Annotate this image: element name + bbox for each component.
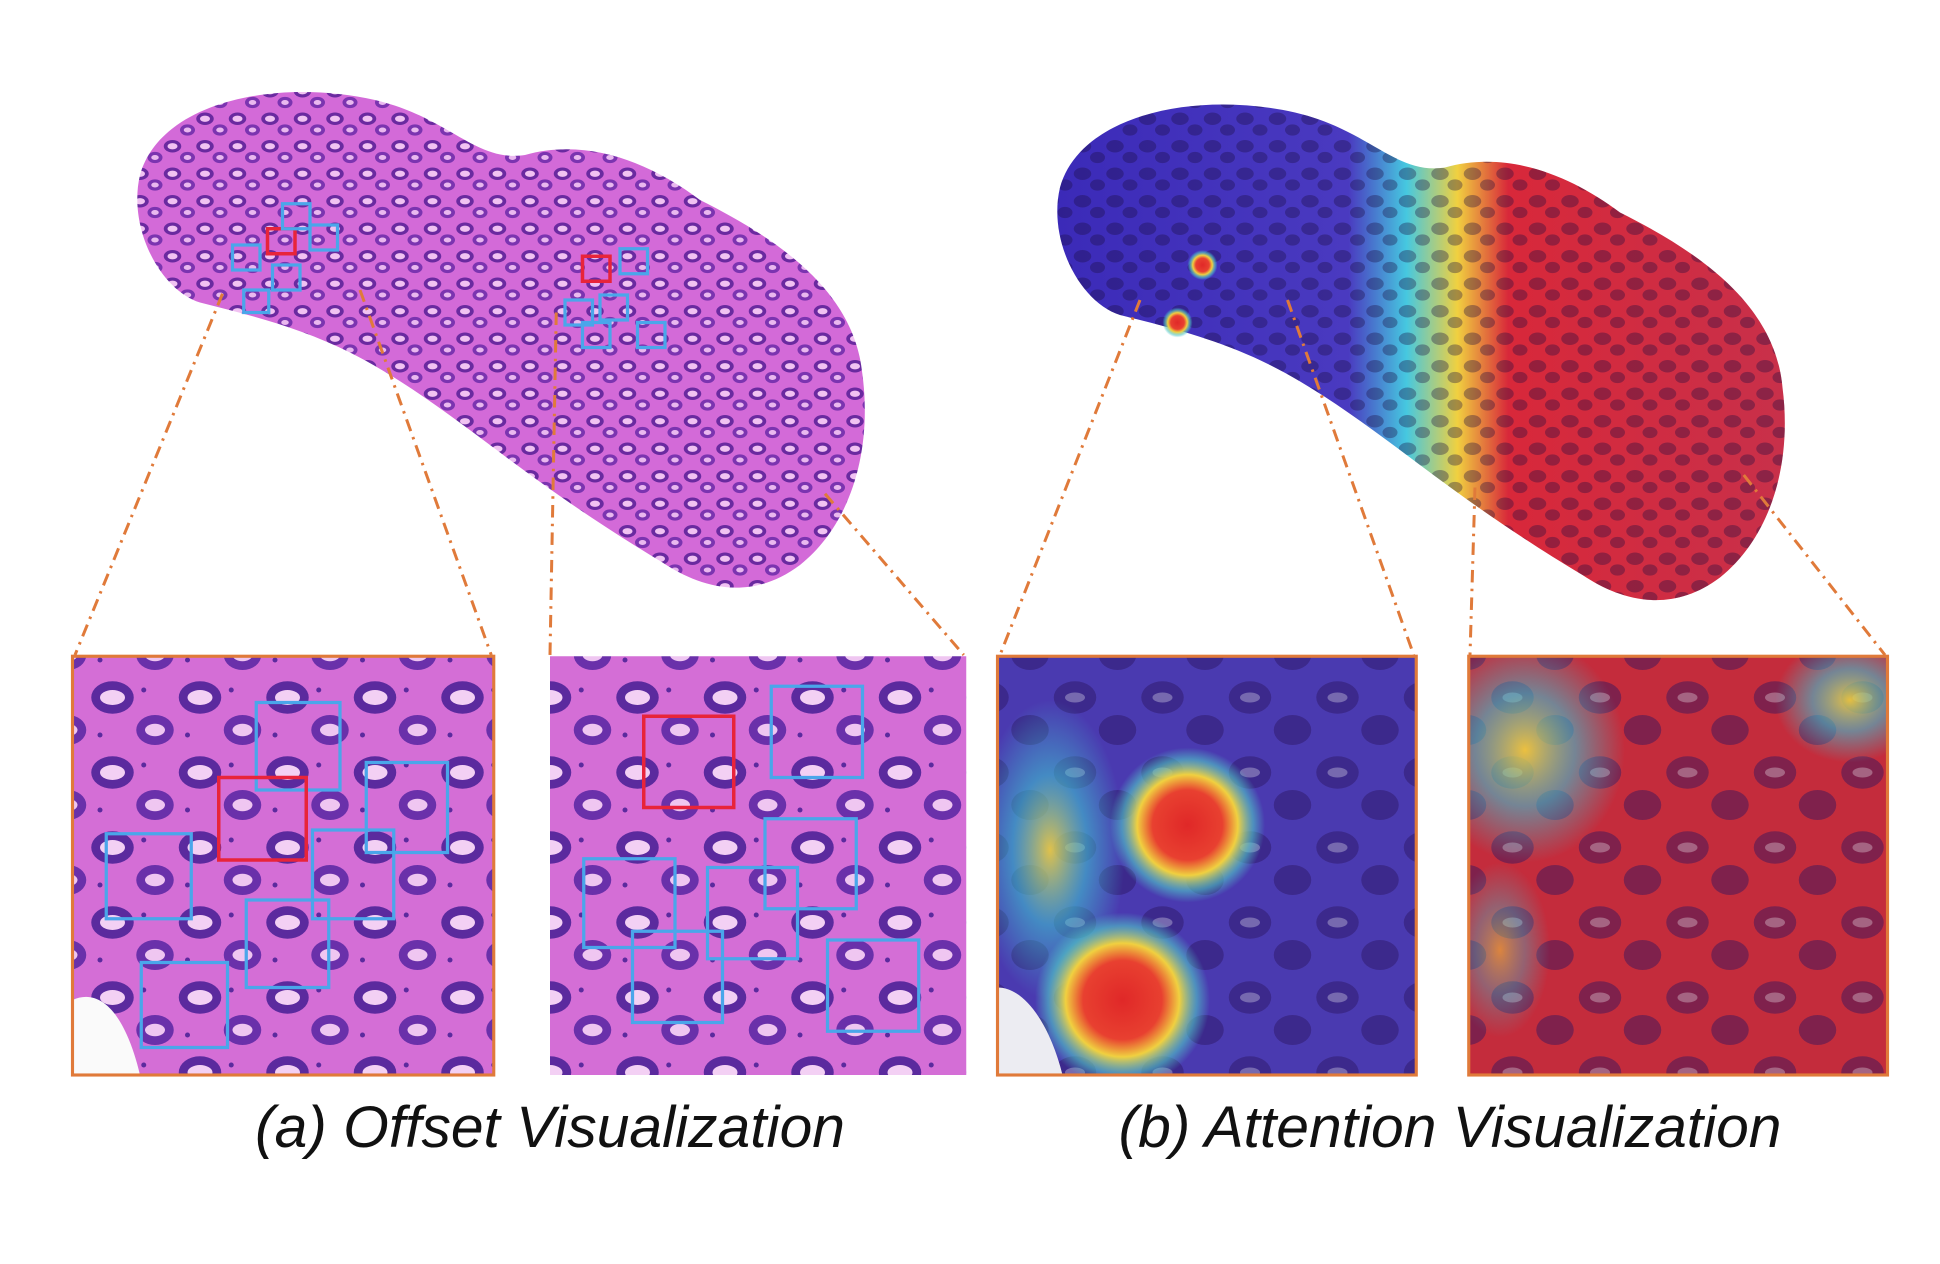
- caption: (b) Attention Visualization: [1119, 1095, 1782, 1160]
- inset-offset-2: [550, 656, 967, 1075]
- connectors: [73, 289, 1887, 656]
- inset-attention-2: [1468, 656, 1888, 1075]
- wsi-attention: [1057, 104, 1785, 601]
- wsi-boxes: [230, 202, 667, 350]
- inset-attention-1: [997, 656, 1417, 1075]
- caption: (a) Offset Visualization: [255, 1095, 845, 1160]
- inset-frame: [1467, 654, 1890, 1077]
- wsi-he: [137, 92, 865, 588]
- inset-offset-1: [70, 654, 496, 1077]
- inset-frame: [995, 654, 1418, 1077]
